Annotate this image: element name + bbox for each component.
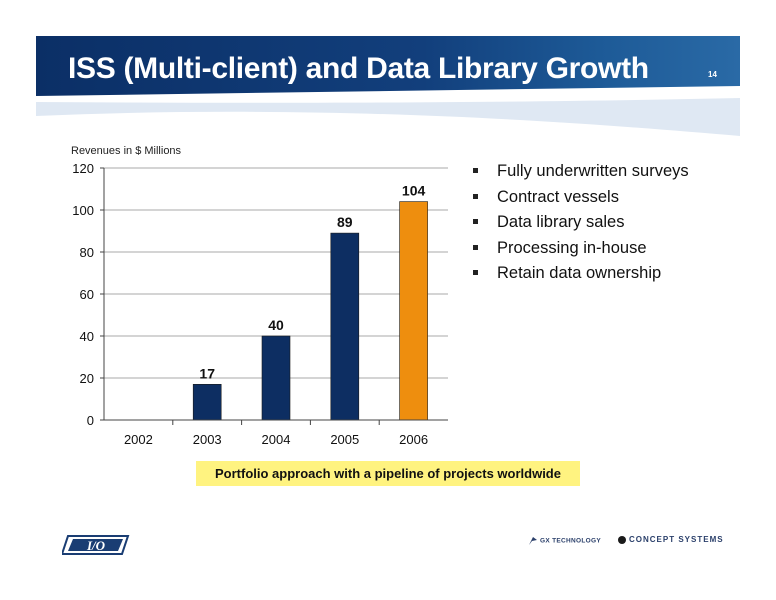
x-tick-label: 2002 [124,432,153,447]
gx-mark-icon [529,537,537,545]
y-tick-label: 0 [87,413,94,428]
y-tick-label: 120 [72,161,94,176]
bullet-item: Fully underwritten surveys [472,162,689,188]
bullet-text: Data library sales [497,213,625,231]
y-tick-label: 100 [72,203,94,218]
bar-2003 [192,383,222,421]
bullet-square-icon [473,219,478,224]
data-label-2003: 17 [199,365,215,381]
portfolio-banner: Portfolio approach with a pipeline of pr… [196,461,580,486]
page-number: 14 [708,70,717,79]
bullet-square-icon [473,270,478,275]
slide: ISS (Multi-client) and Data Library Grow… [36,36,740,564]
revenue-bar-chart: Revenues in $ Millions 0 20 40 60 80 100 120 1… [71,145,448,447]
bullet-item: Processing in-house [472,239,689,265]
bullet-list: Fully underwritten surveys Contract vesse… [472,162,689,290]
y-tick-label: 20 [80,371,94,386]
bar-2006 [399,201,428,421]
slide-title: ISS (Multi-client) and Data Library Grow… [68,52,649,85]
gx-technology-label: GX TECHNOLOGY [540,537,601,545]
bullet-text: Fully underwritten surveys [497,162,689,180]
axes [103,168,448,421]
bullet-square-icon [473,244,478,250]
y-axis-ticks: 0 20 40 60 80 100 120 [72,161,104,428]
concept-systems-dot-icon [618,535,626,544]
gx-technology-logo: GX TECHNOLOGY [528,536,601,546]
bullet-square-icon [473,193,478,199]
data-labels: 17 40 89 104 [199,183,425,382]
y-tick-label: 60 [80,287,94,302]
bullet-text: Contract vessels [497,187,619,206]
data-label-2004: 40 [268,317,284,333]
svg-text:I/O: I/O [86,538,106,553]
x-tick-label: 2004 [262,432,291,447]
data-label-2006: 104 [402,183,426,199]
title-bar [36,36,740,98]
x-tick-label: 2005 [330,432,359,447]
data-label-2005: 89 [337,214,353,230]
bullet-text: Processing in-house [497,238,647,257]
concept-systems-logo: CONCEPT SYSTEMS [618,535,724,544]
bullet-item: Contract vessels [472,188,689,214]
bullet-square-icon [473,168,478,173]
io-logo-icon: I/O [62,535,130,555]
bullet-item: Data library sales [472,213,689,239]
bar-2004 [261,335,291,421]
y-axis-label: Revenues in $ Millions [71,145,182,157]
x-axis-ticks: 2002 2003 2004 2005 2006 [124,420,428,447]
concept-systems-label: CONCEPT SYSTEMS [629,535,724,544]
y-tick-label: 80 [80,245,94,260]
y-tick-label: 40 [80,329,94,344]
bar-2005 [330,232,360,421]
x-tick-label: 2003 [193,432,222,447]
bars [192,201,428,421]
x-tick-label: 2006 [399,432,428,447]
header-swoosh [36,86,740,136]
bullet-item: Retain data ownership [472,264,689,290]
bullet-text: Retain data ownership [497,264,662,282]
